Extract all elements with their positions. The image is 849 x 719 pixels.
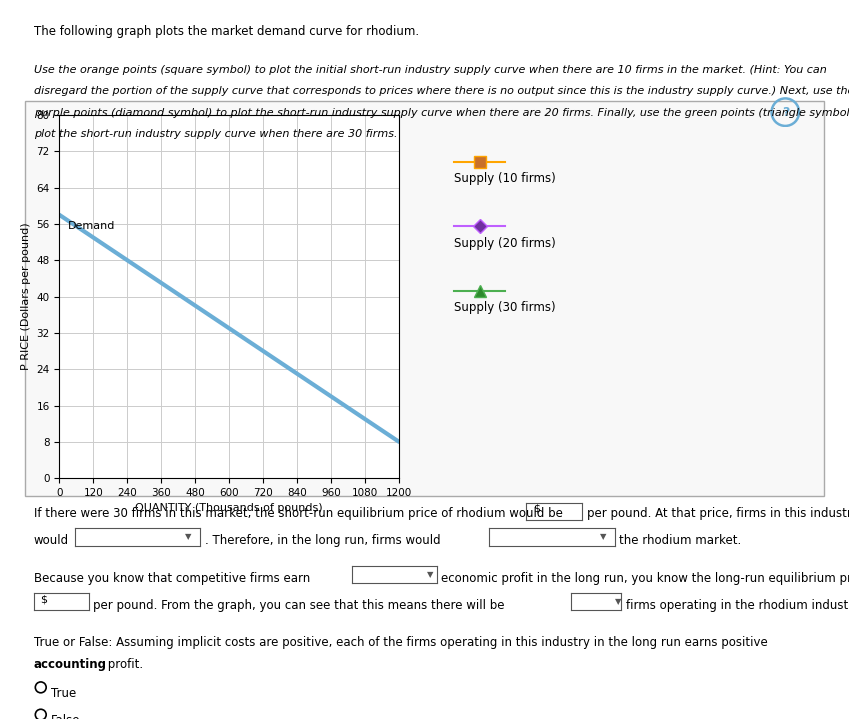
Text: ▼: ▼ — [616, 597, 621, 606]
Text: False: False — [51, 714, 81, 719]
Text: profit.: profit. — [104, 658, 143, 671]
Text: Supply (30 firms): Supply (30 firms) — [454, 301, 556, 314]
Text: ▼: ▼ — [185, 532, 192, 541]
Text: accounting: accounting — [34, 658, 107, 671]
Text: ?: ? — [782, 106, 789, 119]
Text: ▼: ▼ — [427, 569, 434, 579]
Text: Use the orange points (square symbol) to plot the initial short-run industry sup: Use the orange points (square symbol) to… — [34, 65, 827, 75]
Text: If there were 30 firms in this market, the short-run equilibrium price of rhodiu: If there were 30 firms in this market, t… — [34, 507, 563, 520]
Text: $: $ — [533, 504, 540, 514]
Text: Supply (20 firms): Supply (20 firms) — [454, 237, 556, 249]
Text: Supply (10 firms): Supply (10 firms) — [454, 172, 556, 185]
Y-axis label: P RICE (Dollars per pound): P RICE (Dollars per pound) — [21, 223, 31, 370]
Text: True or False: Assuming implicit costs are positive, each of the firms operating: True or False: Assuming implicit costs a… — [34, 636, 772, 649]
Text: The following graph plots the market demand curve for rhodium.: The following graph plots the market dem… — [34, 25, 419, 38]
Text: economic profit in the long run, you know the long-run equilibrium price must be: economic profit in the long run, you kno… — [441, 572, 849, 585]
Text: True: True — [51, 687, 76, 700]
Text: purple points (diamond symbol) to plot the short-run industry supply curve when : purple points (diamond symbol) to plot t… — [34, 108, 849, 118]
Text: $: $ — [41, 595, 48, 605]
Text: would: would — [34, 534, 69, 547]
X-axis label: QUANTITY (Thousands of pounds): QUANTITY (Thousands of pounds) — [136, 503, 323, 513]
Text: ▼: ▼ — [599, 532, 606, 541]
Text: the rhodium market.: the rhodium market. — [619, 534, 741, 547]
Text: plot the short-run industry supply curve when there are 30 firms.: plot the short-run industry supply curve… — [34, 129, 397, 139]
Text: disregard the portion of the supply curve that corresponds to prices where there: disregard the portion of the supply curv… — [34, 86, 849, 96]
Text: Demand: Demand — [68, 221, 115, 232]
Text: per pound. At that price, firms in this industry: per pound. At that price, firms in this … — [587, 507, 849, 520]
Text: per pound. From the graph, you can see that this means there will be: per pound. From the graph, you can see t… — [93, 599, 505, 612]
Text: Because you know that competitive firms earn: Because you know that competitive firms … — [34, 572, 310, 585]
Text: firms operating in the rhodium industry in long-run equilibrium.: firms operating in the rhodium industry … — [626, 599, 849, 612]
Text: . Therefore, in the long run, firms would: . Therefore, in the long run, firms woul… — [205, 534, 441, 547]
